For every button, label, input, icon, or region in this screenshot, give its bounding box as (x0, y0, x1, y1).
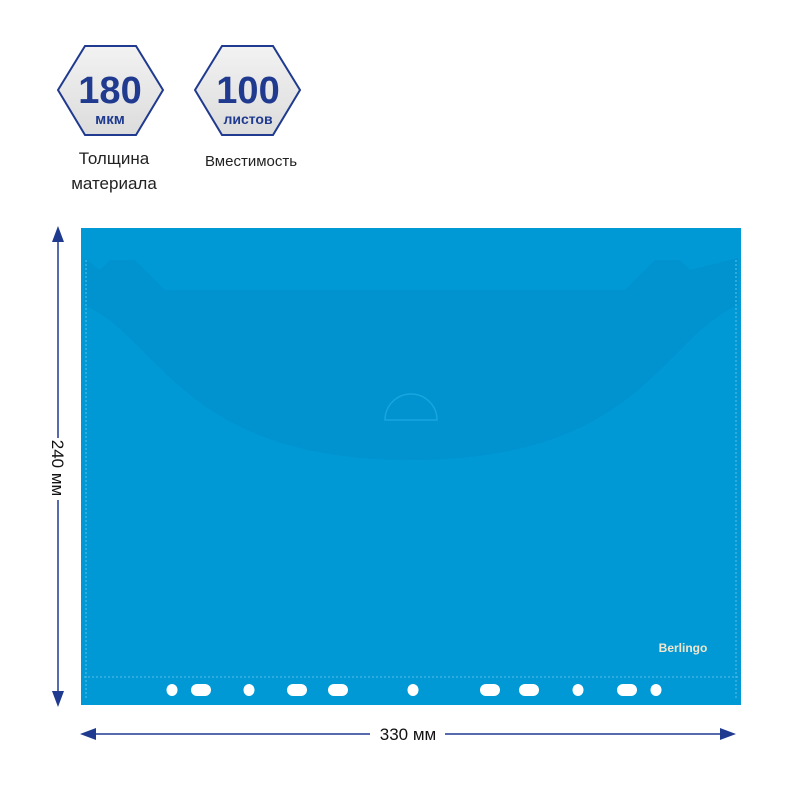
brand-logo: Berlingo (659, 641, 708, 655)
thickness-caption-line2: материала (71, 174, 157, 193)
thickness-value: 180 (78, 70, 141, 112)
punch-holes (166, 684, 662, 696)
clasp-icon (384, 393, 438, 421)
punch-hole (243, 684, 255, 696)
arrow-left-icon (80, 728, 96, 740)
capacity-caption: Вместимость (205, 153, 297, 170)
punch-hole (572, 684, 584, 696)
punch-hole (480, 684, 500, 696)
folder: Berlingo (81, 228, 741, 705)
punch-hole (519, 684, 539, 696)
folder-flap (84, 258, 738, 460)
capacity-unit: листов (223, 111, 273, 127)
arrow-down-icon (52, 691, 64, 707)
punch-hole (287, 684, 307, 696)
punch-hole (650, 684, 662, 696)
thickness-unit: мкм (95, 111, 125, 128)
arrow-up-icon (52, 226, 64, 242)
capacity-value: 100 (216, 70, 279, 112)
thickness-caption-line1: Толщина (79, 149, 150, 168)
hexagon-icon (193, 45, 302, 136)
width-label: 330 мм (380, 725, 436, 744)
punch-hole (328, 684, 348, 696)
height-label: 240 мм (48, 440, 67, 496)
punch-hole (191, 684, 211, 696)
punch-hole (166, 684, 178, 696)
punch-hole (617, 684, 637, 696)
hexagon-icon (56, 45, 165, 136)
height-dimension: 240 мм (48, 226, 67, 707)
capacity-badge: 100 листов Вместимость (193, 45, 302, 170)
punch-hole (407, 684, 419, 696)
arrow-right-icon (720, 728, 736, 740)
thickness-badge: 180 мкм Толщина материала (56, 45, 165, 193)
width-dimension: 330 мм (80, 725, 736, 744)
